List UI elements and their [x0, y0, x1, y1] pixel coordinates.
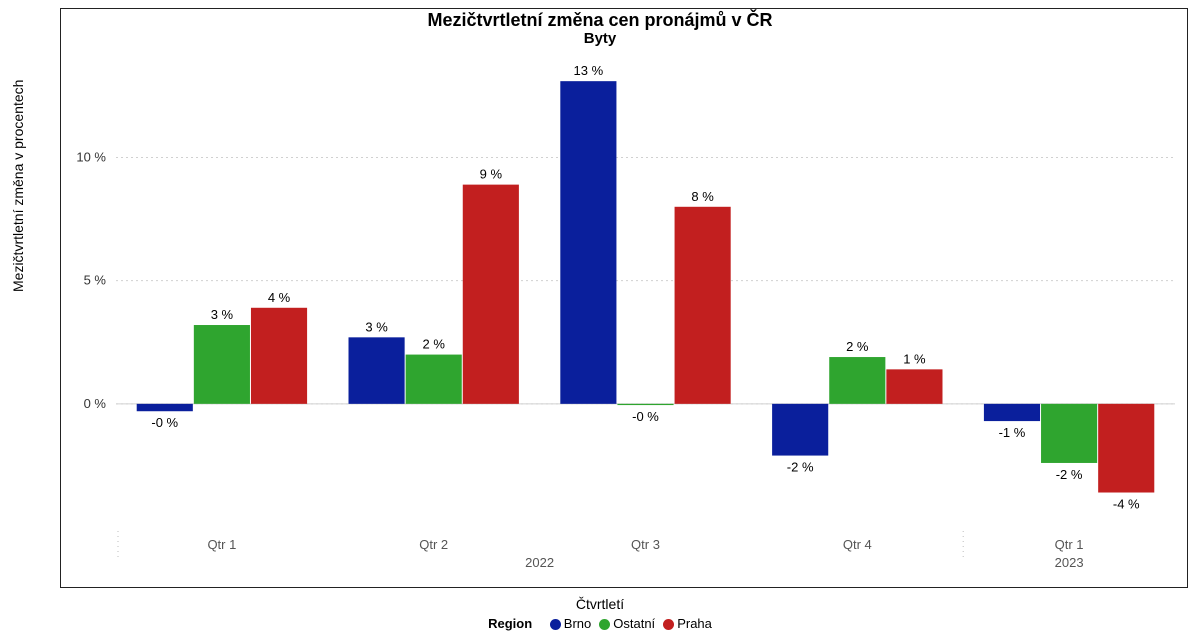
- x-tick-label: Qtr 1: [207, 537, 236, 552]
- bar: [463, 185, 519, 404]
- bar-value-label: 3 %: [365, 319, 388, 334]
- legend-swatch: [550, 619, 561, 630]
- y-tick-label: 10 %: [76, 150, 106, 165]
- legend: Region Brno Ostatní Praha: [0, 616, 1200, 631]
- plot-area: 0 % 5 % 10 % -0 % 3 % 4 % Qtr 1 3 % 2 % 9 % Qtr 2 1…: [60, 8, 1188, 588]
- chart-subtitle: Byty: [0, 30, 1200, 47]
- bar: [984, 404, 1040, 421]
- bar-value-label: 8 %: [691, 189, 714, 204]
- bar: [617, 404, 673, 405]
- bar-value-label: -0 %: [151, 415, 178, 430]
- y-tick-label: 0 %: [84, 396, 107, 411]
- bar: [1098, 404, 1154, 493]
- x-tick-label: Qtr 1: [1055, 537, 1084, 552]
- y-tick-label: 5 %: [84, 273, 107, 288]
- bar: [194, 325, 250, 404]
- bar: [406, 355, 462, 404]
- bar: [1041, 404, 1097, 463]
- x-tick-label: Qtr 4: [843, 537, 872, 552]
- x-tick-label: Qtr 2: [419, 537, 448, 552]
- bar-value-label: -4 %: [1113, 497, 1140, 512]
- chart-container: 0 % 5 % 10 % -0 % 3 % 4 % Qtr 1 3 % 2 % 9 % Qtr 2 1…: [0, 0, 1200, 643]
- x-tick-label: Qtr 3: [631, 537, 660, 552]
- bar: [829, 357, 885, 404]
- legend-swatch: [599, 619, 610, 630]
- chart-svg: 0 % 5 % 10 % -0 % 3 % 4 % Qtr 1 3 % 2 % 9 % Qtr 2 1…: [61, 9, 1187, 587]
- bar: [886, 369, 942, 403]
- bar-value-label: -1 %: [999, 425, 1026, 440]
- bar-value-label: 3 %: [211, 307, 234, 322]
- bar: [349, 337, 405, 404]
- bar: [675, 207, 731, 404]
- bar-value-label: 2 %: [846, 339, 869, 354]
- bar-value-label: -2 %: [1056, 467, 1083, 482]
- bar-value-label: 2 %: [422, 337, 445, 352]
- legend-label: Ostatní: [613, 616, 655, 631]
- year-label: 2022: [525, 555, 554, 570]
- legend-swatch: [663, 619, 674, 630]
- y-axis-label: Mezičtvrtletní změna v procentech: [10, 80, 26, 292]
- bar-value-label: 4 %: [268, 290, 291, 305]
- x-axis-label: Čtvrtletí: [0, 596, 1200, 612]
- bar: [137, 404, 193, 411]
- bar-value-label: -0 %: [632, 409, 659, 424]
- legend-title: Region: [488, 616, 532, 631]
- bar: [560, 81, 616, 404]
- bar-value-label: -2 %: [787, 460, 814, 475]
- bar: [772, 404, 828, 456]
- legend-label: Brno: [564, 616, 591, 631]
- year-label: 2023: [1055, 555, 1084, 570]
- bar-value-label: 13 %: [574, 63, 604, 78]
- chart-title: Mezičtvrtletní změna cen pronájmů v ČR: [0, 10, 1200, 31]
- legend-label: Praha: [677, 616, 712, 631]
- bar-value-label: 9 %: [480, 167, 503, 182]
- bar-value-label: 1 %: [903, 351, 926, 366]
- bar: [251, 308, 307, 404]
